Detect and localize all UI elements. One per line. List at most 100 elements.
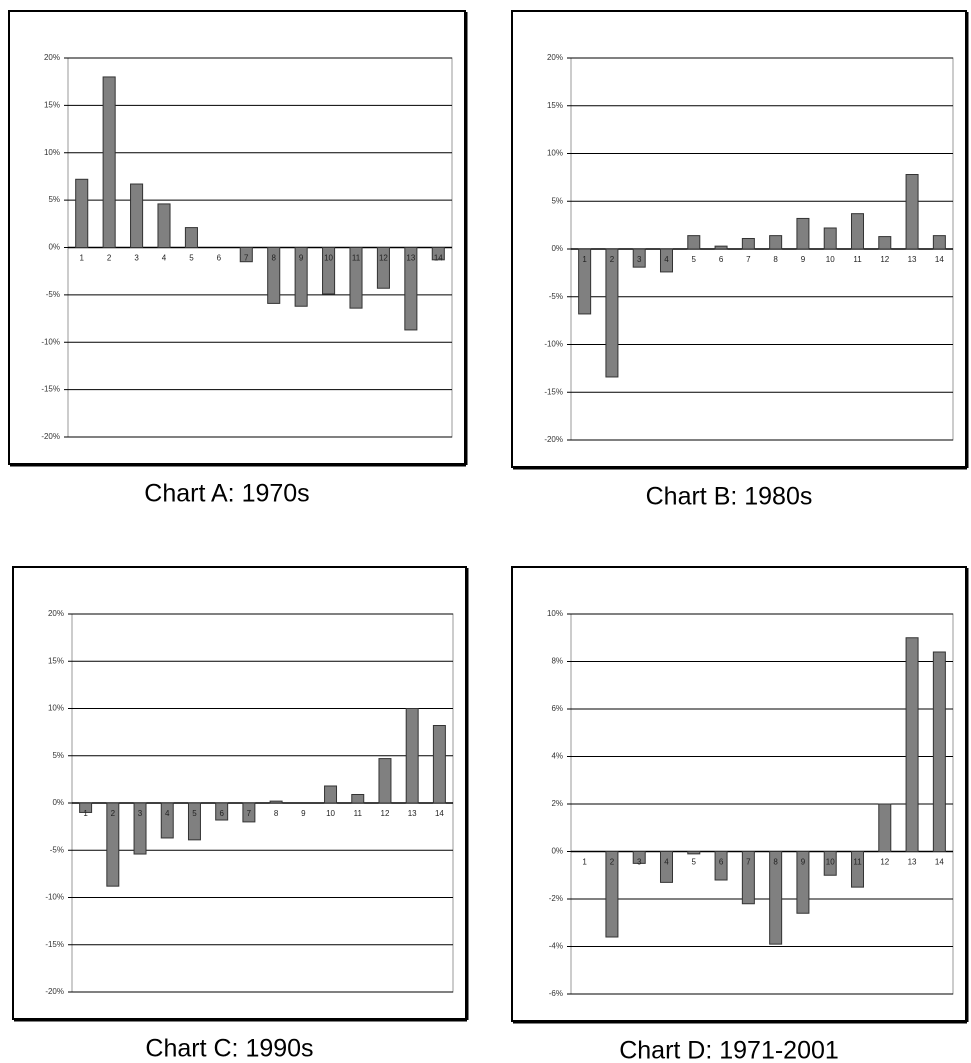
x-tick-label: 13: [908, 255, 917, 264]
y-tick-label: 5%: [551, 196, 563, 205]
y-tick-label: 4%: [551, 752, 563, 761]
bar: [322, 247, 336, 295]
bar: [823, 851, 837, 876]
bar: [687, 235, 701, 250]
x-tick-label: 10: [326, 809, 335, 818]
x-tick-label: 9: [801, 858, 806, 867]
x-tick-label: 3: [637, 255, 642, 264]
y-tick-label: -4%: [549, 942, 563, 951]
bar: [432, 725, 446, 804]
x-tick-label: 7: [746, 255, 751, 264]
bar: [823, 227, 837, 250]
x-tick-label: 14: [935, 858, 944, 867]
y-tick-label: 10%: [44, 148, 60, 157]
bar: [431, 247, 445, 261]
bar: [294, 247, 308, 307]
y-tick-label: -6%: [549, 989, 563, 998]
x-tick-label: 2: [610, 255, 615, 264]
bar: [242, 802, 256, 823]
bar: [659, 248, 674, 273]
x-tick-label: 9: [299, 254, 304, 263]
bar: [102, 76, 116, 248]
bar: [79, 802, 93, 813]
x-tick-label: 12: [880, 858, 889, 867]
bar: [405, 708, 419, 804]
x-tick-label: 13: [408, 809, 417, 818]
bar: [157, 203, 171, 248]
bar: [349, 247, 363, 309]
x-tick-label: 12: [880, 255, 889, 264]
bar: [376, 247, 390, 289]
x-tick-label: 1: [582, 858, 587, 867]
bar: [714, 851, 728, 881]
x-tick-label: 9: [301, 809, 306, 818]
x-tick-label: 10: [826, 858, 835, 867]
y-tick-label: -5%: [50, 845, 64, 854]
bar: [632, 248, 646, 268]
x-tick-label: 10: [826, 255, 835, 264]
y-tick-label: 6%: [551, 704, 563, 713]
x-tick-label: 1: [582, 255, 587, 264]
bar: [769, 235, 783, 250]
x-tick-label: 11: [352, 254, 361, 263]
x-tick-label: 14: [435, 809, 444, 818]
x-tick-label: 11: [354, 809, 363, 818]
x-tick-label: 13: [908, 858, 917, 867]
bar: [850, 851, 865, 888]
x-tick-label: 4: [664, 255, 669, 264]
bar: [351, 793, 365, 804]
bar: [905, 637, 919, 852]
bar: [605, 248, 619, 378]
bar: [850, 213, 865, 250]
bar: [878, 236, 892, 250]
y-tick-label: -15%: [544, 387, 563, 396]
bar: [878, 803, 892, 852]
x-tick-label: 14: [434, 254, 443, 263]
chart-frame: [511, 566, 967, 1022]
x-tick-label: 11: [853, 858, 862, 867]
x-tick-label: 1: [83, 809, 88, 818]
bar: [932, 651, 946, 852]
x-tick-label: 14: [935, 255, 944, 264]
bar: [714, 245, 728, 250]
x-tick-label: 2: [107, 254, 112, 263]
y-tick-label: 15%: [44, 100, 60, 109]
y-tick-label: 8%: [551, 657, 563, 666]
x-tick-label: 3: [138, 809, 143, 818]
x-tick-label: 8: [274, 809, 279, 818]
y-tick-label: 20%: [547, 53, 563, 62]
y-tick-label: -10%: [544, 340, 563, 349]
bar: [267, 247, 281, 304]
x-tick-label: 11: [853, 255, 862, 264]
y-tick-label: 20%: [44, 53, 60, 62]
x-tick-label: 7: [247, 809, 252, 818]
x-tick-label: 8: [271, 254, 276, 263]
bar: [187, 802, 201, 841]
x-tick-label: 7: [746, 858, 751, 867]
x-tick-label: 6: [719, 255, 724, 264]
x-tick-label: 10: [324, 254, 333, 263]
x-tick-label: 13: [406, 254, 415, 263]
y-tick-label: 0%: [551, 244, 563, 253]
y-tick-label: -20%: [544, 435, 563, 444]
bar: [905, 174, 919, 250]
x-tick-label: 6: [217, 254, 222, 263]
y-tick-label: 2%: [551, 799, 563, 808]
bar: [741, 851, 755, 905]
bar: [378, 758, 392, 804]
bar: [239, 247, 253, 263]
bar: [605, 851, 619, 938]
y-tick-label: -5%: [549, 292, 563, 301]
bar: [215, 802, 229, 821]
x-tick-label: 5: [192, 809, 197, 818]
bar: [741, 237, 755, 250]
y-tick-label: -5%: [46, 290, 60, 299]
y-tick-label: -15%: [45, 940, 64, 949]
x-tick-label: 5: [189, 254, 194, 263]
bar: [106, 802, 120, 887]
y-tick-label: 10%: [547, 609, 563, 618]
bar: [404, 247, 418, 331]
y-tick-label: -20%: [45, 987, 64, 996]
bar: [324, 785, 338, 804]
